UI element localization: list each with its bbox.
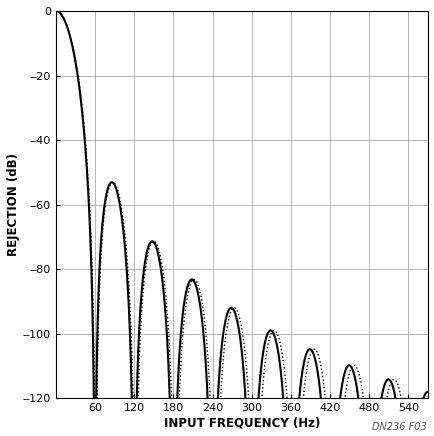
X-axis label: INPUT FREQUENCY (Hz): INPUT FREQUENCY (Hz) [163, 416, 319, 429]
Text: DN236 F03: DN236 F03 [371, 422, 425, 432]
Y-axis label: REJECTION (dB): REJECTION (dB) [7, 153, 20, 256]
